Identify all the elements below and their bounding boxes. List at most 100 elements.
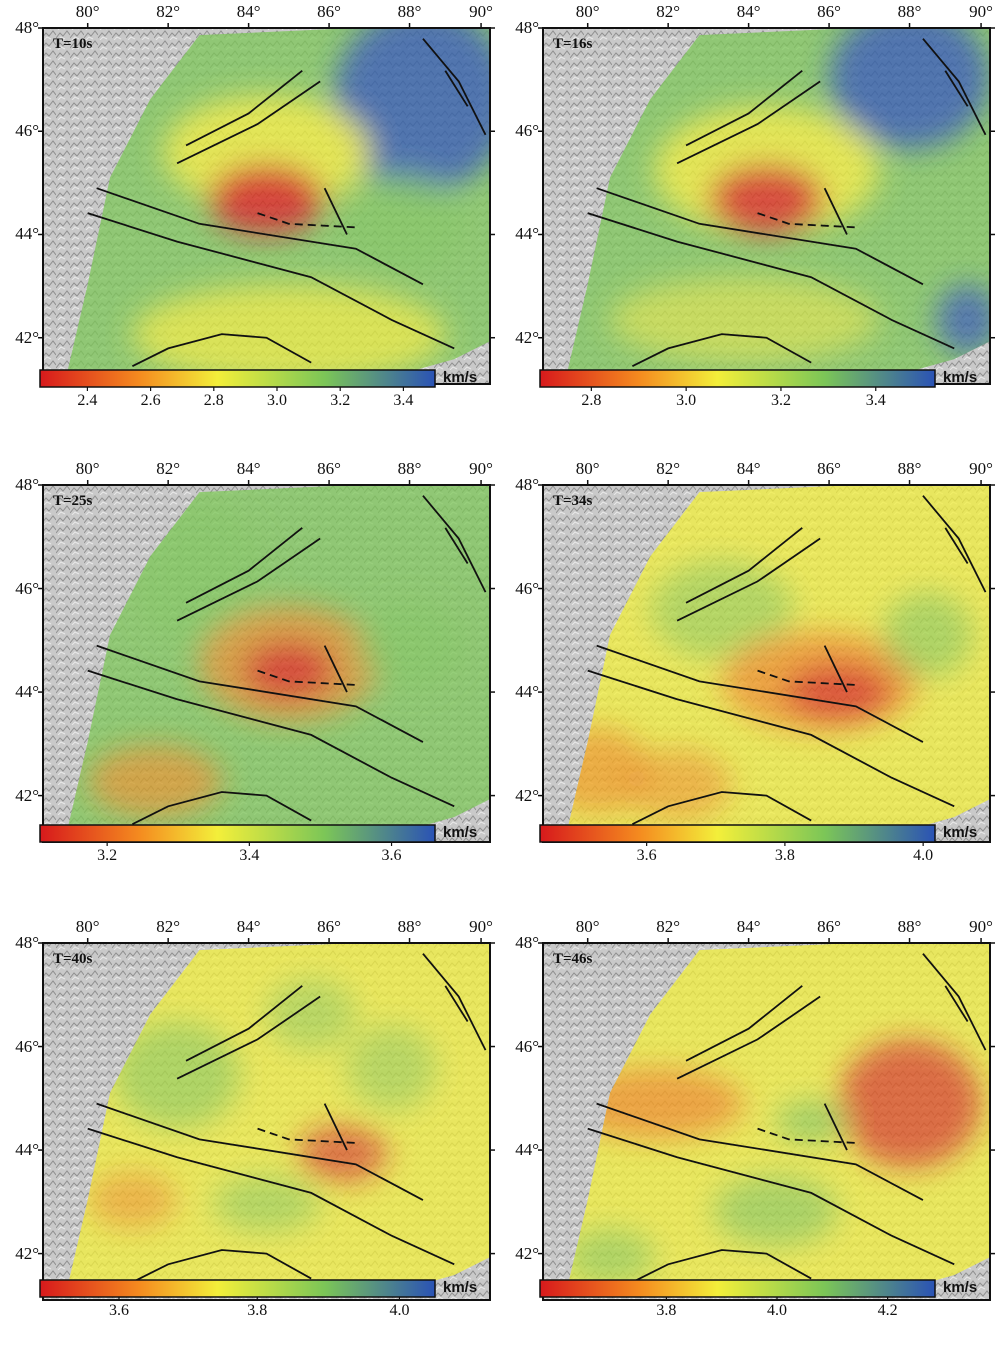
colorbar-tick-label: 3.8 xyxy=(656,1302,677,1319)
fault-line xyxy=(185,70,303,147)
fault-line xyxy=(922,38,987,136)
fault-line xyxy=(685,985,803,1062)
fault-line xyxy=(676,80,821,165)
fault-line xyxy=(185,985,303,1062)
latitude-label: 42° xyxy=(515,327,539,347)
longitude-label: 88° xyxy=(897,459,922,478)
latitude-label: 44° xyxy=(515,224,539,244)
colorbar-tick-label: 3.2 xyxy=(770,392,791,409)
fault-lines xyxy=(587,38,987,368)
longitude-label: 80° xyxy=(575,917,600,936)
fault-line xyxy=(587,1127,955,1266)
fault-line xyxy=(823,645,848,693)
longitude-label: 80° xyxy=(575,2,600,21)
colorbar-tick-label: 3.6 xyxy=(636,847,657,864)
fault-line xyxy=(631,1249,812,1283)
colorbar-tick-label: 3.8 xyxy=(774,847,795,864)
longitude-label: 90° xyxy=(469,459,493,478)
latitude-label: 48° xyxy=(515,475,539,494)
longitude-label: 86° xyxy=(317,2,341,21)
latitude-label: 44° xyxy=(515,682,539,702)
longitude-label: 88° xyxy=(397,917,422,936)
longitude-label: 86° xyxy=(817,459,841,478)
latitude-label: 44° xyxy=(15,1140,39,1160)
fault-line xyxy=(176,537,321,622)
map-panel: 2.8 3.0 3.2 3.4 km/s 80° 82° 84° 86° 88° 90° 48° 46°… xyxy=(500,0,1000,454)
colorbar-tick-label: 3.0 xyxy=(267,392,287,409)
colorbar-tick-label: 4.0 xyxy=(389,1302,410,1319)
map-canvas xyxy=(538,938,995,1301)
longitude-label: 90° xyxy=(469,2,493,21)
fault-line xyxy=(422,953,487,1051)
map-canvas xyxy=(538,480,995,846)
colorbar-tick-label: 2.6 xyxy=(140,392,161,409)
period-label: T=25s xyxy=(53,493,93,509)
fault-line xyxy=(922,495,987,593)
longitude-label: 84° xyxy=(736,2,761,21)
map-canvas xyxy=(38,480,495,846)
period-label: T=46s xyxy=(553,951,593,967)
longitude-label: 88° xyxy=(897,917,922,936)
fault-line xyxy=(422,495,487,593)
fault-line xyxy=(587,212,955,350)
fault-line xyxy=(444,70,469,107)
map-frame xyxy=(542,942,991,1301)
longitude-label: 86° xyxy=(817,2,841,21)
longitude-label: 80° xyxy=(75,917,100,936)
fault-lines xyxy=(587,495,987,825)
longitude-label: 88° xyxy=(897,2,922,21)
latitude-label: 42° xyxy=(515,1243,539,1263)
longitude-label: 82° xyxy=(656,459,681,478)
latitude-label: 48° xyxy=(515,18,539,37)
fault-line xyxy=(676,995,821,1080)
colorbar-tick-label: 3.6 xyxy=(109,1302,129,1319)
fault-line xyxy=(685,70,803,147)
fault-line xyxy=(96,187,424,286)
longitude-label: 82° xyxy=(156,459,181,478)
longitude-label: 88° xyxy=(397,2,422,21)
colorbar xyxy=(539,369,936,388)
period-label: T=16s xyxy=(553,36,593,52)
fault-line xyxy=(444,985,469,1023)
fault-line xyxy=(87,212,455,350)
fault-line xyxy=(587,669,955,808)
longitude-label: 90° xyxy=(969,917,993,936)
fault-line xyxy=(823,1103,848,1151)
fault-line xyxy=(676,537,821,622)
fault-line xyxy=(96,1102,424,1201)
colorbar xyxy=(39,824,436,843)
fault-line xyxy=(596,644,924,743)
period-label: T=34s xyxy=(553,493,593,509)
fault-lines xyxy=(587,953,987,1283)
fault-line xyxy=(257,669,356,686)
longitude-label: 90° xyxy=(469,917,493,936)
longitude-label: 82° xyxy=(156,2,181,21)
latitude-label: 42° xyxy=(15,785,39,805)
latitude-label: 46° xyxy=(15,578,39,598)
fault-line xyxy=(596,187,924,286)
map-panel: 3.6 3.8 4.0 km/s 80° 82° 84° 86° 88° 90° 48° 46° 44°… xyxy=(0,910,500,1364)
fault-line xyxy=(757,669,856,686)
colorbar-tick-label: 4.0 xyxy=(767,1302,787,1319)
fault-line xyxy=(422,38,487,136)
fault-lines xyxy=(87,38,487,368)
fault-line xyxy=(631,333,812,368)
longitude-label: 90° xyxy=(969,459,993,478)
fault-line xyxy=(944,527,969,565)
colorbar-tick-label: 4.0 xyxy=(913,847,934,864)
velocity-field xyxy=(565,943,990,1297)
colorbar-unit: km/s xyxy=(943,369,978,386)
colorbar-tick-label: 3.4 xyxy=(393,392,414,409)
latitude-label: 42° xyxy=(515,785,539,805)
period-label: T=40s xyxy=(53,951,93,967)
fault-line xyxy=(257,1127,356,1144)
latitude-label: 48° xyxy=(515,933,539,952)
latitude-label: 48° xyxy=(15,18,39,37)
colorbar-tick-label: 3.4 xyxy=(239,847,260,864)
fault-line xyxy=(87,669,455,808)
colorbar-tick-label: 3.2 xyxy=(97,847,118,864)
colorbar-tick-label: 3.0 xyxy=(676,392,697,409)
latitude-label: 42° xyxy=(15,327,39,347)
colorbar-unit: km/s xyxy=(443,1279,478,1296)
fault-line xyxy=(131,1249,312,1283)
